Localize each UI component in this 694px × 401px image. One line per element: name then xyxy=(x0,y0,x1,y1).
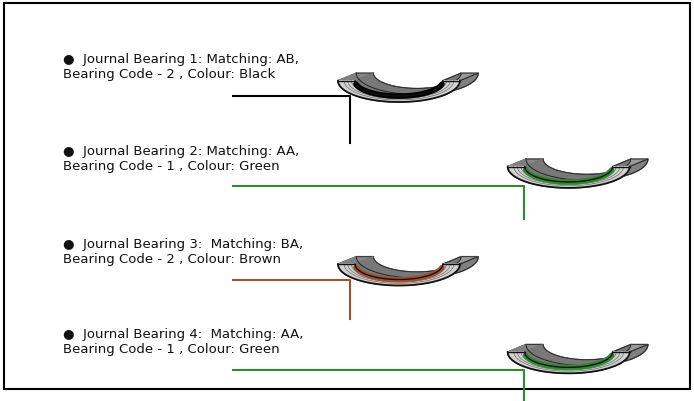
Polygon shape xyxy=(508,166,629,188)
Polygon shape xyxy=(526,159,648,180)
Polygon shape xyxy=(355,73,461,96)
Text: ●  Journal Bearing 2: Matching: AA,
Bearing Code - 1 , Colour: Green: ● Journal Bearing 2: Matching: AA, Beari… xyxy=(63,145,299,173)
Polygon shape xyxy=(508,344,648,373)
Polygon shape xyxy=(338,73,478,102)
Polygon shape xyxy=(508,352,629,373)
Polygon shape xyxy=(338,257,478,286)
Polygon shape xyxy=(508,344,543,352)
Text: ●  Journal Bearing 3:  Matching: BA,
Bearing Code - 2 , Colour: Brown: ● Journal Bearing 3: Matching: BA, Beari… xyxy=(63,239,303,267)
Polygon shape xyxy=(355,257,461,279)
Text: ●  Journal Bearing 4:  Matching: AA,
Bearing Code - 1 , Colour: Green: ● Journal Bearing 4: Matching: AA, Beari… xyxy=(63,328,303,356)
Polygon shape xyxy=(613,159,648,166)
Polygon shape xyxy=(526,344,648,366)
Polygon shape xyxy=(613,344,648,352)
Polygon shape xyxy=(508,159,543,166)
Polygon shape xyxy=(338,257,373,264)
Polygon shape xyxy=(525,159,631,182)
Polygon shape xyxy=(525,344,631,367)
Polygon shape xyxy=(508,159,648,188)
Polygon shape xyxy=(338,264,460,286)
Polygon shape xyxy=(443,73,478,81)
Polygon shape xyxy=(356,257,478,278)
Polygon shape xyxy=(443,257,478,264)
Polygon shape xyxy=(338,81,460,102)
Polygon shape xyxy=(338,73,373,81)
Text: ●  Journal Bearing 1: Matching: AB,
Bearing Code - 2 , Colour: Black: ● Journal Bearing 1: Matching: AB, Beari… xyxy=(63,53,299,81)
Polygon shape xyxy=(356,73,478,95)
